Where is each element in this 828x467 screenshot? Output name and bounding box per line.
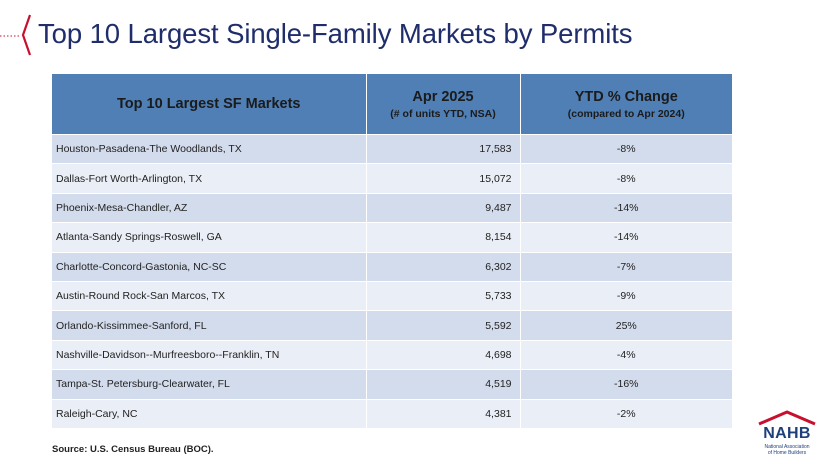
permits-value: 9,487 bbox=[366, 192, 521, 223]
market-name: Austin-Round Rock-San Marcos, TX bbox=[52, 280, 367, 311]
table-row: Raleigh-Cary, NC 4,381 -2% bbox=[52, 398, 732, 428]
table-row: Atlanta-Sandy Springs-Roswell, GA 8,154 … bbox=[52, 222, 732, 253]
change-value: -8% bbox=[520, 133, 732, 164]
permits-value: 4,519 bbox=[366, 369, 521, 400]
permits-value: 4,381 bbox=[366, 398, 521, 428]
change-value: -9% bbox=[520, 280, 732, 311]
slide-title: Top 10 Largest Single-Family Markets by … bbox=[38, 18, 633, 49]
logo-subtitle: National Association of Home Builders bbox=[753, 444, 821, 456]
change-value: -14% bbox=[520, 222, 732, 253]
red-bracket-decoration bbox=[21, 14, 32, 56]
change-value: -8% bbox=[520, 163, 732, 194]
header-change-subtitle: (compared to Apr 2024) bbox=[567, 107, 685, 120]
header-permits: Apr 2025 (# of units YTD, NSA) bbox=[366, 74, 521, 135]
market-name: Houston-Pasadena-The Woodlands, TX bbox=[52, 133, 367, 164]
permits-value: 5,592 bbox=[366, 310, 521, 341]
permits-value: 5,733 bbox=[366, 280, 521, 311]
logo-wordmark: NAHB bbox=[763, 425, 811, 442]
change-value: -4% bbox=[520, 339, 732, 370]
change-value: 25% bbox=[520, 310, 732, 341]
permits-value: 8,154 bbox=[366, 222, 521, 253]
permits-value: 4,698 bbox=[366, 339, 521, 370]
market-name: Raleigh-Cary, NC bbox=[52, 398, 367, 428]
market-name: Nashville-Davidson--Murfreesboro--Frankl… bbox=[52, 339, 367, 370]
table-row: Tampa-St. Petersburg-Clearwater, FL 4,51… bbox=[52, 369, 732, 400]
market-name: Orlando-Kissimmee-Sanford, FL bbox=[52, 310, 367, 341]
logo-subtitle-line1: National Association bbox=[764, 444, 810, 450]
source-note: Source: U.S. Census Bureau (BOC). bbox=[52, 444, 214, 455]
table-header-row: Top 10 Largest SF Markets Apr 2025 (# of… bbox=[52, 74, 732, 135]
nahb-logo: NAHB National Association of Home Builde… bbox=[753, 410, 821, 460]
markets-table: Top 10 Largest SF Markets Apr 2025 (# of… bbox=[52, 74, 732, 428]
market-name: Phoenix-Mesa-Chandler, AZ bbox=[52, 192, 367, 223]
change-value: -7% bbox=[520, 251, 732, 282]
change-value: -14% bbox=[520, 192, 732, 223]
header-change: YTD % Change (compared to Apr 2024) bbox=[520, 74, 732, 135]
table-row: Phoenix-Mesa-Chandler, AZ 9,487 -14% bbox=[52, 192, 732, 223]
house-roof-icon bbox=[758, 410, 816, 426]
header-permits-title: Apr 2025 bbox=[412, 88, 474, 105]
market-name: Dallas-Fort Worth-Arlington, TX bbox=[52, 163, 367, 194]
table-row: Dallas-Fort Worth-Arlington, TX 15,072 -… bbox=[52, 163, 732, 194]
table-row: Orlando-Kissimmee-Sanford, FL 5,592 25% bbox=[52, 310, 732, 341]
market-name: Tampa-St. Petersburg-Clearwater, FL bbox=[52, 369, 367, 400]
permits-value: 17,583 bbox=[366, 133, 521, 164]
logo-subtitle-line2: of Home Builders bbox=[767, 450, 807, 456]
header-change-title: YTD % Change bbox=[574, 88, 678, 105]
market-name: Charlotte-Concord-Gastonia, NC-SC bbox=[52, 251, 367, 282]
change-value: -2% bbox=[520, 398, 732, 428]
header-market: Top 10 Largest SF Markets bbox=[52, 74, 367, 135]
market-name: Atlanta-Sandy Springs-Roswell, GA bbox=[52, 222, 367, 253]
table-row: Nashville-Davidson--Murfreesboro--Frankl… bbox=[52, 339, 732, 370]
table-row: Charlotte-Concord-Gastonia, NC-SC 6,302 … bbox=[52, 251, 732, 282]
table-row: Houston-Pasadena-The Woodlands, TX 17,58… bbox=[52, 133, 732, 164]
permits-value: 15,072 bbox=[366, 163, 521, 194]
header-permits-subtitle: (# of units YTD, NSA) bbox=[390, 107, 496, 120]
dotted-line-decoration bbox=[0, 35, 20, 37]
table-row: Austin-Round Rock-San Marcos, TX 5,733 -… bbox=[52, 280, 732, 311]
permits-value: 6,302 bbox=[366, 251, 521, 282]
change-value: -16% bbox=[520, 369, 732, 400]
